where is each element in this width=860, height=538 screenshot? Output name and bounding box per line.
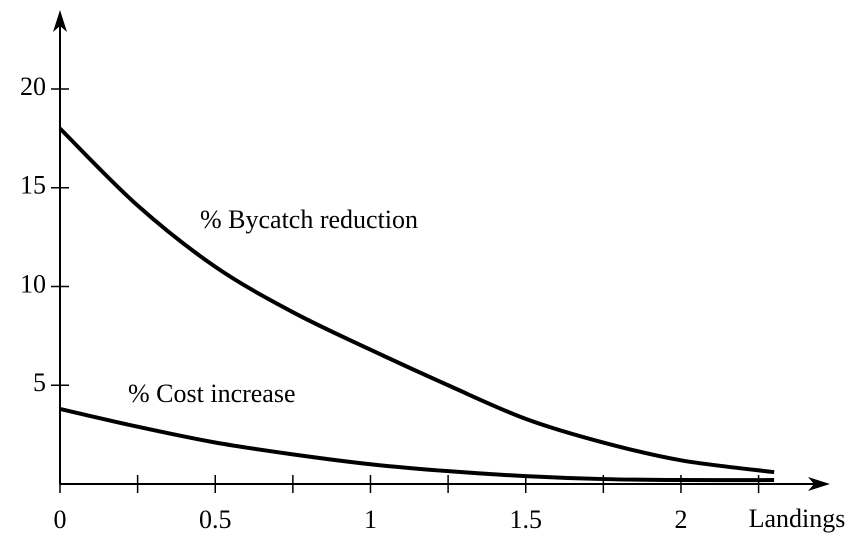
x-tick-label: 1 (364, 505, 377, 534)
y-axis-arrow (53, 10, 67, 32)
series-line (58, 127, 775, 475)
x-tick-label: 0 (54, 505, 67, 534)
y-tick-label: 20 (20, 72, 46, 101)
x-tick-label: 2 (674, 505, 687, 534)
x-axis-label: Landings (749, 504, 846, 533)
y-tick-label: 10 (20, 269, 46, 298)
series-label: % Cost increase (128, 379, 296, 408)
x-tick-label: 1.5 (509, 505, 542, 534)
x-tick-label: 0.5 (199, 505, 232, 534)
series-line (59, 407, 775, 483)
x-axis-arrow (808, 477, 830, 491)
y-tick-label: 5 (33, 368, 46, 397)
series-label: % Bycatch reduction (200, 205, 418, 234)
y-tick-label: 15 (20, 171, 46, 200)
